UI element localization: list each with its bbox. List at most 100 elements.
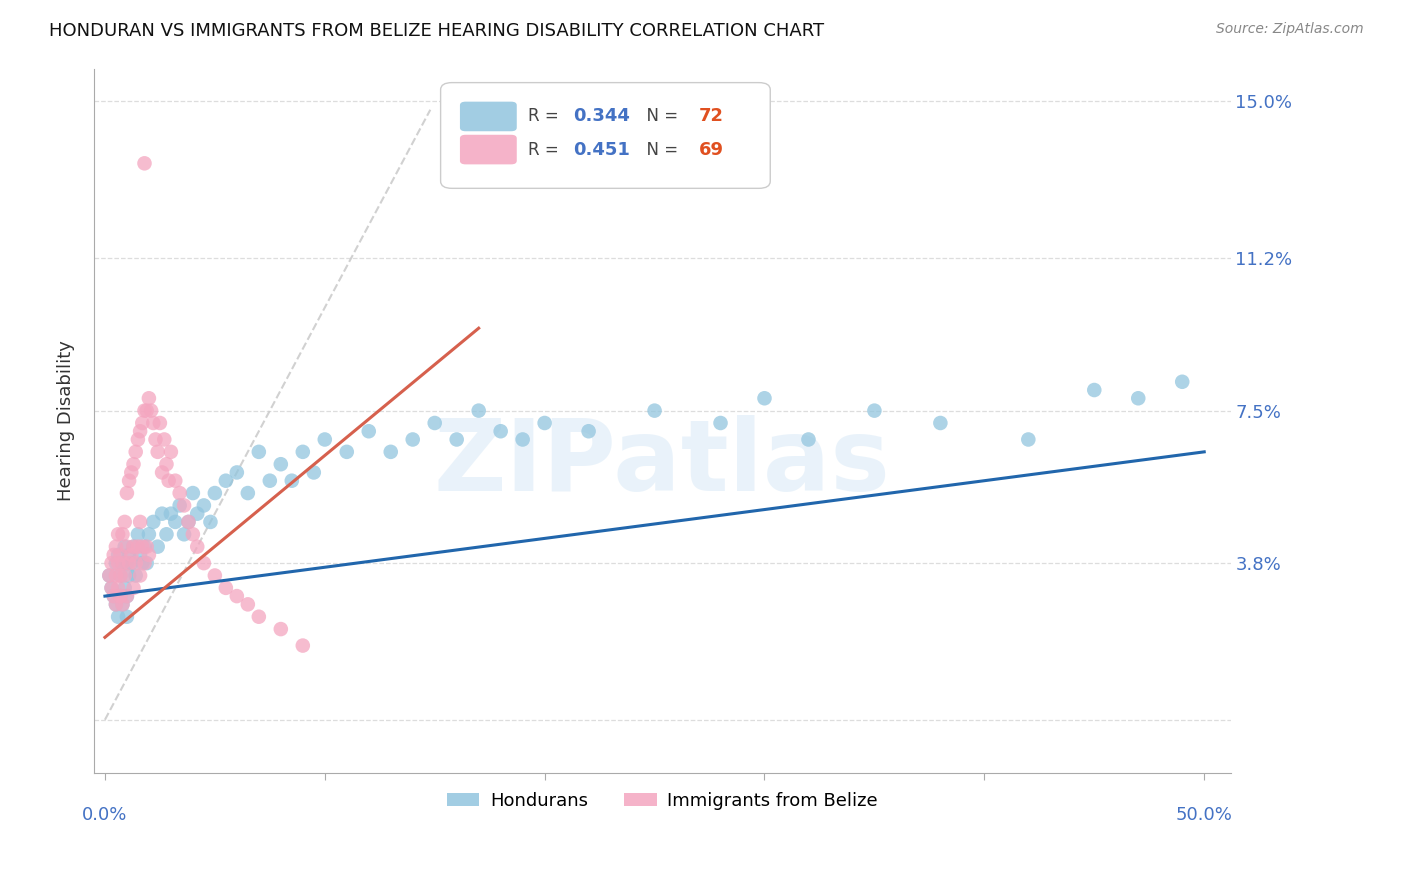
FancyBboxPatch shape xyxy=(460,135,517,164)
Point xyxy=(797,433,820,447)
Point xyxy=(215,474,238,488)
Point xyxy=(259,474,281,488)
Point xyxy=(115,589,138,603)
Point xyxy=(169,499,191,513)
Point xyxy=(120,548,142,562)
Point xyxy=(380,445,402,459)
Point xyxy=(125,445,148,459)
Point xyxy=(120,466,142,480)
Point xyxy=(118,474,141,488)
Point xyxy=(134,403,156,417)
Point xyxy=(1128,391,1150,405)
Point xyxy=(100,556,122,570)
Point xyxy=(118,548,141,562)
Point xyxy=(129,548,152,562)
Point xyxy=(193,556,215,570)
Point xyxy=(177,515,200,529)
Point xyxy=(146,540,169,554)
Point xyxy=(169,486,191,500)
Text: 69: 69 xyxy=(699,141,724,159)
Point xyxy=(204,486,226,500)
Point xyxy=(115,609,138,624)
Point xyxy=(157,474,180,488)
Text: Source: ZipAtlas.com: Source: ZipAtlas.com xyxy=(1216,22,1364,37)
Point xyxy=(104,598,127,612)
Point xyxy=(533,416,555,430)
Point xyxy=(115,486,138,500)
Point xyxy=(122,581,145,595)
Point xyxy=(204,568,226,582)
Point xyxy=(155,457,177,471)
Point xyxy=(110,548,132,562)
Point xyxy=(314,433,336,447)
Point xyxy=(165,474,187,488)
Point xyxy=(122,457,145,471)
Point xyxy=(150,466,173,480)
Point xyxy=(129,515,152,529)
Point xyxy=(110,568,132,582)
Point xyxy=(578,424,600,438)
Point xyxy=(181,486,204,500)
Point xyxy=(118,568,141,582)
Point xyxy=(489,424,512,438)
Point xyxy=(863,403,886,417)
FancyBboxPatch shape xyxy=(460,102,517,131)
Point xyxy=(200,515,222,529)
Point xyxy=(138,391,160,405)
Point xyxy=(281,474,304,488)
Point xyxy=(150,507,173,521)
Point xyxy=(186,507,208,521)
Point xyxy=(115,589,138,603)
Point xyxy=(135,540,157,554)
Point xyxy=(103,589,125,603)
Point xyxy=(114,568,136,582)
Point xyxy=(111,556,134,570)
Text: N =: N = xyxy=(636,107,683,126)
Point xyxy=(929,416,952,430)
Point xyxy=(236,486,259,500)
Point xyxy=(215,581,238,595)
Point xyxy=(139,403,162,417)
Point xyxy=(104,568,127,582)
Point xyxy=(270,622,292,636)
Point xyxy=(225,589,247,603)
Point xyxy=(291,639,314,653)
Point xyxy=(100,581,122,595)
Y-axis label: Hearing Disability: Hearing Disability xyxy=(58,341,75,501)
Point xyxy=(122,540,145,554)
Point xyxy=(114,581,136,595)
Point xyxy=(1171,375,1194,389)
Point xyxy=(173,527,195,541)
Point xyxy=(467,403,489,417)
Point xyxy=(107,548,129,562)
Point xyxy=(114,515,136,529)
Point xyxy=(131,556,153,570)
Point xyxy=(111,598,134,612)
Point xyxy=(134,540,156,554)
Point xyxy=(104,598,127,612)
FancyBboxPatch shape xyxy=(440,83,770,188)
Point xyxy=(111,527,134,541)
Point xyxy=(104,556,127,570)
Point xyxy=(127,540,149,554)
Point xyxy=(110,589,132,603)
Point xyxy=(236,598,259,612)
Point xyxy=(125,556,148,570)
Point xyxy=(110,589,132,603)
Point xyxy=(247,445,270,459)
Text: 72: 72 xyxy=(699,107,724,126)
Point xyxy=(181,527,204,541)
Point xyxy=(129,568,152,582)
Point xyxy=(107,556,129,570)
Point xyxy=(336,445,359,459)
Text: 0.451: 0.451 xyxy=(574,141,630,159)
Point xyxy=(111,598,134,612)
Point xyxy=(145,433,167,447)
Point xyxy=(135,403,157,417)
Point xyxy=(177,515,200,529)
Point xyxy=(138,548,160,562)
Text: 0.344: 0.344 xyxy=(574,107,630,126)
Point xyxy=(134,556,156,570)
Point xyxy=(302,466,325,480)
Point xyxy=(142,515,165,529)
